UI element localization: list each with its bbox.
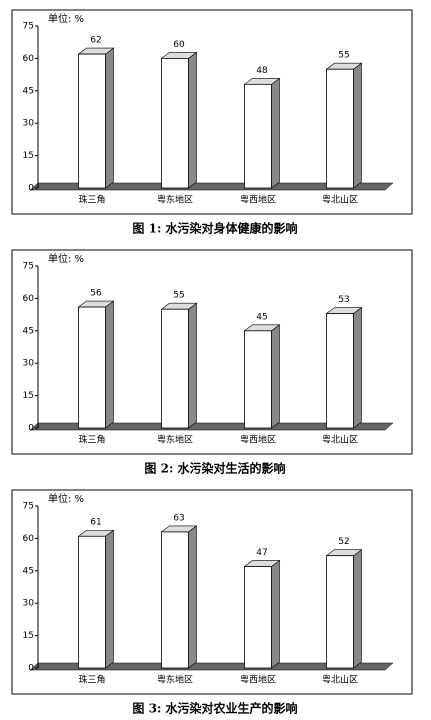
- value-label: 48: [256, 66, 268, 76]
- value-label: 45: [256, 312, 267, 322]
- bar-side: [271, 77, 280, 189]
- floor: [29, 422, 394, 431]
- value-label: 61: [90, 518, 101, 528]
- x-tick-label: 粤北山区: [322, 434, 358, 446]
- bar-side: [105, 300, 114, 429]
- value-label: 62: [90, 36, 101, 46]
- y-tick-label: 15: [23, 631, 34, 641]
- bar: [161, 58, 189, 189]
- bar: [244, 330, 272, 429]
- x-tick-label: 粤北山区: [322, 674, 358, 686]
- x-tick-label: 粤东地区: [157, 674, 193, 686]
- value-label: 47: [256, 548, 267, 558]
- y-tick-label: 60: [23, 54, 35, 64]
- unit-label: 单位: %: [48, 492, 84, 505]
- x-tick-label: 粤东地区: [157, 194, 193, 206]
- unit-label: 单位: %: [48, 12, 84, 25]
- bar-side: [271, 324, 280, 429]
- bar-side: [353, 62, 362, 189]
- x-tick-label: 珠三角: [78, 434, 105, 446]
- x-tick-label: 珠三角: [78, 194, 105, 206]
- chart-frame: [11, 9, 413, 215]
- bar: [78, 306, 106, 429]
- bar: [78, 535, 106, 669]
- y-tick-label: 45: [23, 566, 34, 576]
- bar: [326, 313, 354, 429]
- bar-side: [353, 306, 362, 429]
- bar: [244, 566, 272, 669]
- y-tick-label: 0: [28, 424, 34, 434]
- y-tick-label: 30: [23, 599, 35, 609]
- x-tick-label: 粤西地区: [240, 434, 276, 446]
- bar-side: [105, 529, 114, 669]
- y-tick-label: 45: [23, 86, 34, 96]
- bar: [161, 531, 189, 669]
- y-tick-label: 60: [23, 294, 35, 304]
- bar: [326, 555, 354, 669]
- x-tick-label: 粤北山区: [322, 194, 358, 206]
- unit-label: 单位: %: [48, 252, 84, 265]
- y-tick-label: 0: [28, 664, 34, 674]
- floor: [29, 662, 394, 671]
- bar: [244, 83, 272, 189]
- value-label: 55: [173, 291, 184, 301]
- bar-side: [105, 47, 114, 189]
- chart-caption: 图 3: 水污染对农业生产的影响: [132, 701, 297, 716]
- bar-side: [188, 51, 197, 189]
- bar: [78, 53, 106, 189]
- chart-caption: 图 2: 水污染对生活的影响: [144, 461, 285, 476]
- y-tick-label: 75: [23, 502, 34, 512]
- value-label: 56: [90, 289, 102, 299]
- y-tick-label: 45: [23, 326, 34, 336]
- x-tick-label: 粤东地区: [157, 434, 193, 446]
- y-tick-label: 15: [23, 151, 34, 161]
- floor: [29, 182, 394, 191]
- x-tick-label: 粤西地区: [240, 674, 276, 686]
- y-tick-label: 75: [23, 262, 34, 272]
- y-tick-label: 30: [23, 119, 35, 129]
- y-tick-label: 60: [23, 534, 35, 544]
- value-label: 60: [173, 40, 185, 50]
- chart-frame: [11, 489, 413, 695]
- y-tick-label: 15: [23, 391, 34, 401]
- value-label: 63: [173, 513, 184, 523]
- bar-side: [353, 549, 362, 669]
- y-tick-label: 75: [23, 22, 34, 32]
- value-label: 52: [338, 537, 349, 547]
- chart-frame: [11, 249, 413, 455]
- bar-side: [188, 302, 197, 429]
- bar: [326, 68, 354, 189]
- bar: [161, 308, 189, 429]
- chart-caption: 图 1: 水污染对身体健康的影响: [132, 221, 297, 236]
- y-tick-label: 0: [28, 184, 34, 194]
- value-label: 53: [338, 295, 349, 305]
- x-tick-label: 粤西地区: [240, 194, 276, 206]
- y-tick-label: 30: [23, 359, 35, 369]
- bar-side: [188, 525, 197, 669]
- bar-side: [271, 559, 280, 669]
- value-label: 55: [338, 51, 349, 61]
- x-tick-label: 珠三角: [78, 674, 105, 686]
